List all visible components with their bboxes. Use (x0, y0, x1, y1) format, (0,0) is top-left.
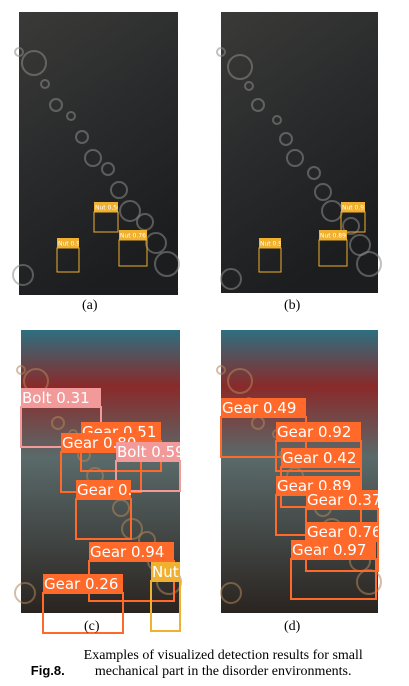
part (216, 47, 226, 57)
detection-label: Gear 0.49 (222, 399, 296, 417)
caption-text: Examples of visualized detection results… (83, 648, 363, 679)
detection-label: Gear 0.76 (307, 523, 381, 541)
panel-label: (c) (84, 619, 100, 634)
caption: Fig.8. Examples of visualized detection … (0, 648, 409, 680)
detection-label: Gear 0.94 (90, 543, 164, 561)
panel-label: (d) (284, 619, 301, 634)
caption-label: Fig.8. (30, 663, 65, 678)
part (227, 368, 253, 394)
panels: Nut 0.93 Nut 0.76 Nut 0.56 Nut 0.95 Nut 0.89… (12, 12, 382, 634)
detection-tag (57, 238, 79, 248)
part (349, 234, 371, 256)
part (49, 98, 63, 112)
detection-label: Gear 0.97 (292, 541, 366, 559)
detection-tag (76, 480, 131, 499)
detection-tag (119, 230, 147, 240)
detection-tag (259, 238, 281, 248)
detection-label: Gear 0.37 (307, 491, 381, 509)
part (227, 54, 253, 80)
part (12, 264, 34, 286)
detection-label: Nut 0.93 (342, 205, 368, 212)
detection-label: Gear 0.36 (77, 481, 151, 499)
part (101, 162, 115, 176)
panel-label: (b) (284, 298, 301, 313)
detection-tag (43, 574, 123, 593)
panel-label: (a) (82, 298, 98, 313)
part (14, 47, 24, 57)
detection-tag (151, 562, 180, 581)
detection-tag (94, 202, 118, 212)
detection-label: Nut 0.95 (260, 241, 286, 248)
detection-label: Nut 0.76 (120, 233, 146, 240)
detection-tag (276, 422, 361, 441)
part (154, 251, 180, 277)
part (279, 132, 293, 146)
detection-label: Nut 0.89 (320, 233, 346, 240)
part (220, 268, 242, 290)
detection-label: Gear 0.92 (277, 423, 351, 441)
part (356, 251, 382, 277)
detection-label: Bolt 0.31 (22, 389, 90, 407)
part (16, 365, 26, 375)
detection-tag (281, 448, 361, 467)
detection-tag (291, 540, 376, 559)
part (145, 232, 167, 254)
detection-label: Nut (152, 563, 179, 581)
part (244, 81, 254, 91)
part (314, 183, 332, 201)
detection-tag (89, 542, 174, 561)
part (40, 79, 50, 89)
detection-label: Nut 0.93 (58, 241, 84, 248)
part (75, 130, 89, 144)
detection-label: Gear 0.26 (44, 575, 118, 593)
part (220, 582, 242, 604)
part (251, 98, 265, 112)
part (342, 217, 360, 235)
detection-tag (306, 490, 378, 509)
part (307, 166, 321, 180)
part (84, 149, 102, 167)
detection-tag (341, 202, 365, 212)
detection-tag (221, 398, 306, 417)
part (110, 181, 128, 199)
detection-tag (21, 388, 101, 407)
detection-label: Gear 0.42 (282, 449, 356, 467)
part (286, 149, 304, 167)
detection-tag (319, 230, 347, 240)
detection-tag (306, 522, 378, 541)
part (51, 416, 65, 430)
part (21, 50, 47, 76)
part (66, 111, 76, 121)
detection-label: Bolt 0.59 (117, 443, 185, 461)
part (272, 115, 282, 125)
part (119, 200, 141, 222)
part (14, 582, 36, 604)
part (216, 365, 226, 375)
detection-label: Nut 0.56 (95, 205, 121, 212)
detection-tag (116, 442, 180, 461)
